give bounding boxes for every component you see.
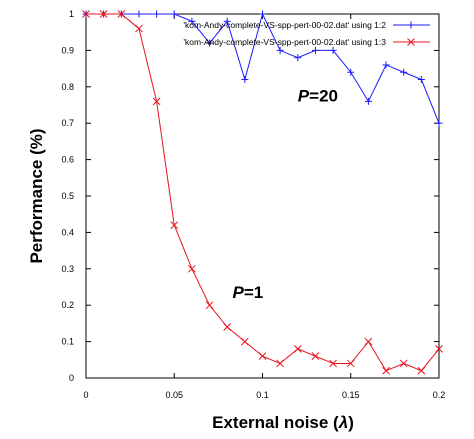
x-tick-label: 0.05 [165, 390, 183, 400]
series-2-point [240, 337, 249, 346]
x-tick-label: 0.1 [256, 390, 269, 400]
series-1-point [400, 68, 408, 76]
series-1-point [206, 39, 214, 47]
series-2-point [382, 366, 390, 375]
series-1-point [188, 17, 196, 25]
series-2-point [293, 345, 302, 353]
series-2-point [82, 10, 90, 18]
y-tick-label: 0.5 [61, 191, 74, 201]
series-2-point [117, 10, 126, 18]
series-2-point [276, 359, 285, 368]
y-tick-label: 0.9 [61, 45, 74, 55]
annotation-symbol: P [298, 86, 310, 105]
x-axis-label: External noise (λ) [212, 413, 354, 432]
series-2-point [99, 10, 108, 18]
plot-frame [85, 13, 440, 379]
axis-ticks: 0 0.1 0.2 0.3 0.4 0.5 0.6 0.7 0.8 0.9 1 0 0.05 0.1 0.1… [61, 9, 445, 400]
annotation-2: P=1 [232, 283, 263, 302]
series-layer [82, 10, 443, 375]
series-1-point [259, 10, 266, 18]
series-1 [82, 10, 443, 127]
x-tick-label: 0.2 [433, 390, 446, 400]
series-2-point [399, 359, 408, 368]
series-2-point [329, 359, 337, 368]
series-2-point [311, 352, 320, 361]
y-axis-label: Performance (%) [27, 128, 46, 263]
y-tick-label: 0.6 [61, 155, 74, 165]
series-1-point [347, 68, 355, 76]
series-1-point [135, 10, 143, 18]
series-2-point [205, 301, 214, 310]
series-1-point [364, 97, 372, 105]
y-tick-label: 0 [69, 373, 74, 383]
series-1-point [223, 17, 231, 25]
legend-marker-2 [407, 38, 415, 46]
series-1-point [311, 46, 319, 54]
series-2-point [170, 221, 179, 229]
series-1-point [417, 76, 425, 84]
series-2-point [364, 337, 373, 346]
series-2-point [223, 323, 232, 331]
annotations: P=20P=1 [232, 86, 337, 302]
legend-marker-1 [407, 21, 415, 29]
y-tick-label: 0.7 [61, 118, 74, 128]
y-tick-label: 0.8 [61, 82, 74, 92]
series-2-point [346, 359, 355, 368]
y-tick-label: 0.3 [61, 264, 74, 274]
annotation-value: =20 [309, 86, 338, 105]
annotation-value: =1 [244, 283, 263, 302]
series-2-point [258, 352, 267, 361]
annotation-symbol: P [232, 283, 244, 302]
series-1-point [382, 61, 390, 69]
series-1-point [435, 119, 443, 127]
y-tick-label: 0.1 [61, 337, 74, 347]
y-tick-label: 0.2 [61, 300, 74, 310]
series-2-point [188, 264, 196, 273]
series-2-point [417, 366, 426, 375]
legend: 'kom-Andy-complete-VS-spp-pert-00-02.dat… [183, 20, 430, 47]
legend-label-2: 'kom-Andy-complete-VS-spp-pert-00-02.dat… [183, 37, 386, 47]
series-1-point [294, 54, 302, 62]
series-1-point [329, 46, 337, 54]
series-2-point [152, 97, 161, 106]
series-1-point [170, 10, 178, 18]
series-1-point [241, 76, 249, 84]
x-tick-label: 0.15 [342, 390, 360, 400]
x-axis-label-symbol: λ [338, 413, 348, 432]
x-tick-label: 0 [83, 390, 88, 400]
legend-label-1: 'kom-Andy-complete-VS-spp-pert-00-02.dat… [183, 20, 386, 30]
x-axis-label-text: External noise ( [212, 413, 339, 432]
series-2-point [135, 24, 143, 33]
x-axis-label-close: ) [348, 413, 354, 432]
series-2 [82, 10, 443, 375]
y-tick-label: 1 [69, 9, 74, 19]
annotation-1: P=20 [298, 86, 338, 105]
series-2-point [435, 345, 443, 353]
series-1-point [276, 46, 284, 54]
series-1-point [153, 10, 161, 18]
y-tick-label: 0.4 [61, 227, 74, 237]
